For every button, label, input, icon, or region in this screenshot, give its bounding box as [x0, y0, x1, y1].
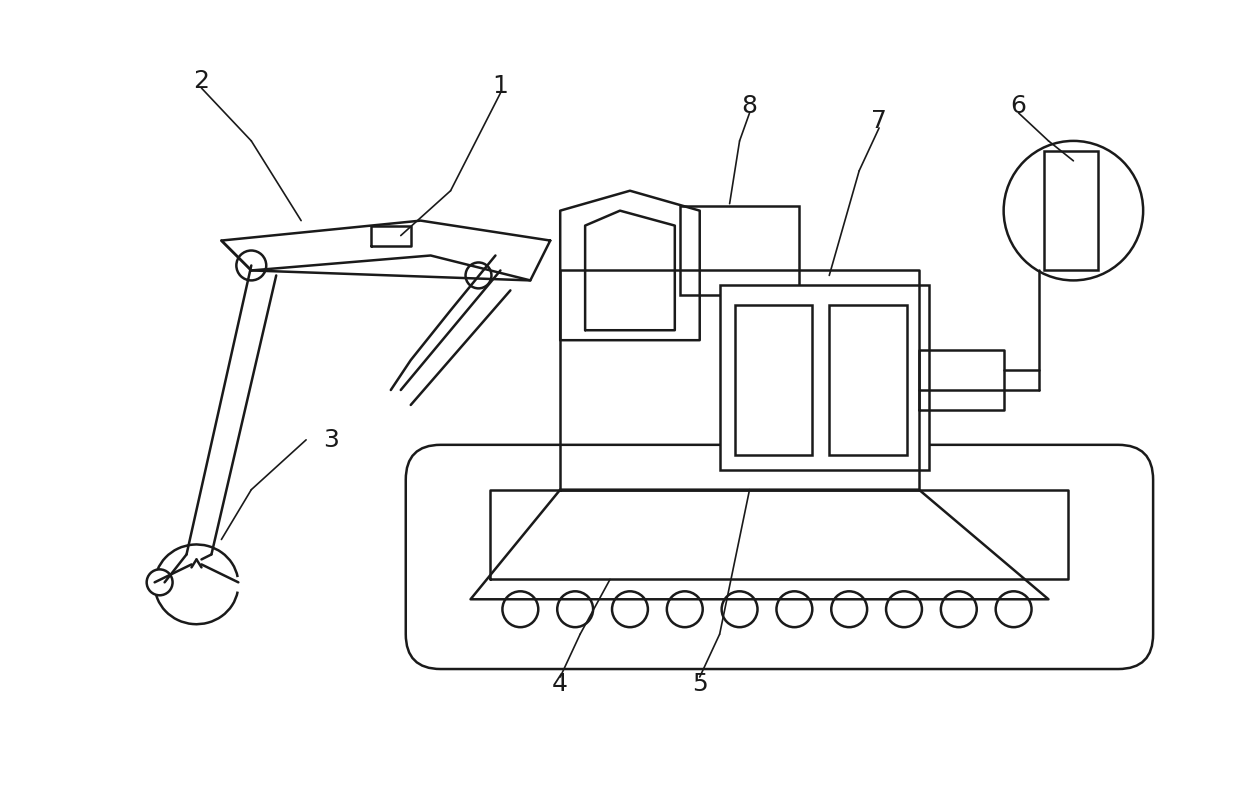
Bar: [1044, 151, 1099, 270]
Circle shape: [941, 591, 977, 627]
Text: 4: 4: [552, 672, 568, 696]
Circle shape: [557, 591, 593, 627]
Bar: [719, 285, 929, 470]
Circle shape: [465, 262, 491, 288]
Text: 6: 6: [1011, 94, 1027, 118]
Text: 3: 3: [324, 428, 339, 452]
Circle shape: [502, 591, 538, 627]
Circle shape: [996, 591, 1032, 627]
Text: 5: 5: [692, 672, 708, 696]
Text: 1: 1: [492, 74, 508, 98]
Circle shape: [613, 591, 649, 627]
Text: 8: 8: [742, 94, 758, 118]
Bar: [734, 305, 812, 455]
Circle shape: [237, 250, 267, 280]
Circle shape: [1003, 141, 1143, 280]
Circle shape: [722, 591, 758, 627]
Circle shape: [667, 591, 703, 627]
Bar: [830, 305, 906, 455]
Circle shape: [887, 591, 921, 627]
FancyBboxPatch shape: [405, 445, 1153, 669]
FancyBboxPatch shape: [680, 205, 800, 295]
Circle shape: [776, 591, 812, 627]
Circle shape: [831, 591, 867, 627]
Text: 2: 2: [193, 69, 210, 93]
Text: 7: 7: [872, 109, 887, 133]
Circle shape: [146, 570, 172, 596]
